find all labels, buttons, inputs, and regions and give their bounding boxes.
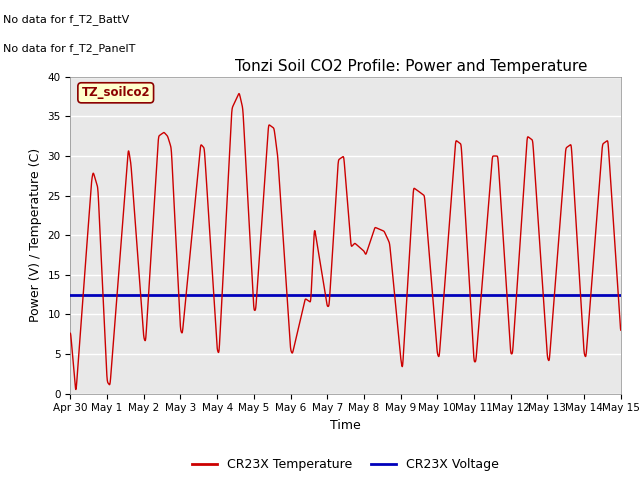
Legend: CR23X Temperature, CR23X Voltage: CR23X Temperature, CR23X Voltage [187,453,504,476]
Text: TZ_soilco2: TZ_soilco2 [81,86,150,99]
X-axis label: Time: Time [330,419,361,432]
Title: Tonzi Soil CO2 Profile: Power and Temperature: Tonzi Soil CO2 Profile: Power and Temper… [236,59,588,74]
Y-axis label: Power (V) / Temperature (C): Power (V) / Temperature (C) [29,148,42,322]
Text: No data for f_T2_BattV: No data for f_T2_BattV [3,14,129,25]
Text: No data for f_T2_PanelT: No data for f_T2_PanelT [3,43,136,54]
